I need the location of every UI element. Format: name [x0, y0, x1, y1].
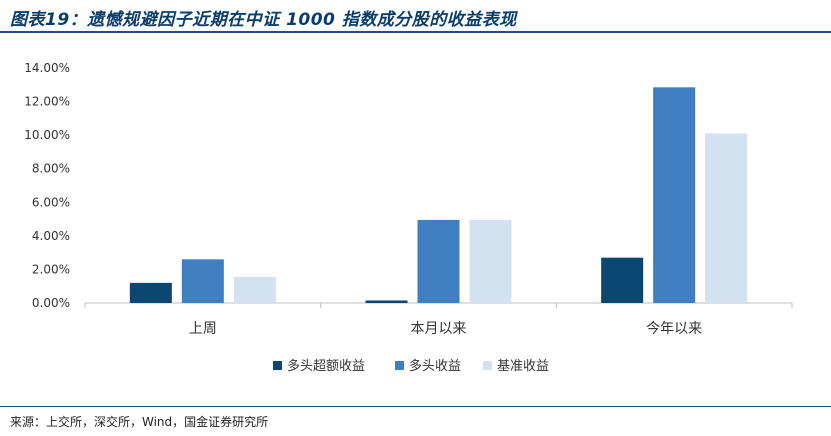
y-tick-label: 8.00% [32, 162, 70, 176]
bar-2-2 [417, 219, 460, 303]
y-tick-label: 10.00% [24, 128, 70, 142]
y-tick-label: 6.00% [32, 195, 70, 209]
y-tick-label: 4.00% [32, 229, 70, 243]
legend: 多头超额收益 多头收益 基准收益 [273, 358, 549, 374]
legend-label: 基准收益 [497, 359, 549, 374]
legend-swatch [483, 361, 492, 370]
x-category-label: 上周 [189, 321, 217, 337]
bar-2-1 [181, 259, 224, 303]
bar-3-1 [233, 276, 276, 303]
bar-3-3 [705, 133, 748, 303]
bars [129, 87, 748, 303]
bar-1-2 [365, 300, 408, 303]
legend-label: 多头超额收益 [287, 358, 365, 374]
bar-3-2 [469, 219, 512, 303]
y-axis: 0.00% 2.00% 4.00% 6.00% 8.00% 10.00% 12.00% 14.… [24, 61, 70, 310]
y-tick-label: 14.00% [24, 61, 70, 75]
legend-label: 多头收益 [409, 358, 461, 374]
bar-1-1 [129, 282, 172, 303]
y-tick-label: 2.00% [32, 262, 70, 276]
figure-title: 图表19：遗憾规避因子近期在中证 1000 指数成分股的收益表现 [10, 10, 517, 30]
x-axis-labels: 上周 本月以来 今年以来 [189, 321, 702, 337]
bar-1-3 [601, 257, 644, 303]
bar-2-3 [653, 87, 696, 303]
x-category-label: 今年以来 [646, 321, 702, 337]
x-axis-ticks [84, 303, 793, 308]
bar-chart: 0.00% 2.00% 4.00% 6.00% 8.00% 10.00% 12.00% 14.… [24, 61, 793, 374]
source-divider [0, 406, 831, 407]
title-divider [0, 31, 831, 33]
legend-swatch [395, 361, 404, 370]
y-tick-label: 0.00% [32, 296, 70, 310]
legend-swatch [273, 361, 282, 370]
x-category-label: 本月以来 [411, 321, 467, 337]
y-tick-label: 12.00% [24, 95, 70, 109]
source-note: 来源：上交所，深交所，Wind，国金证券研究所 [10, 415, 269, 429]
